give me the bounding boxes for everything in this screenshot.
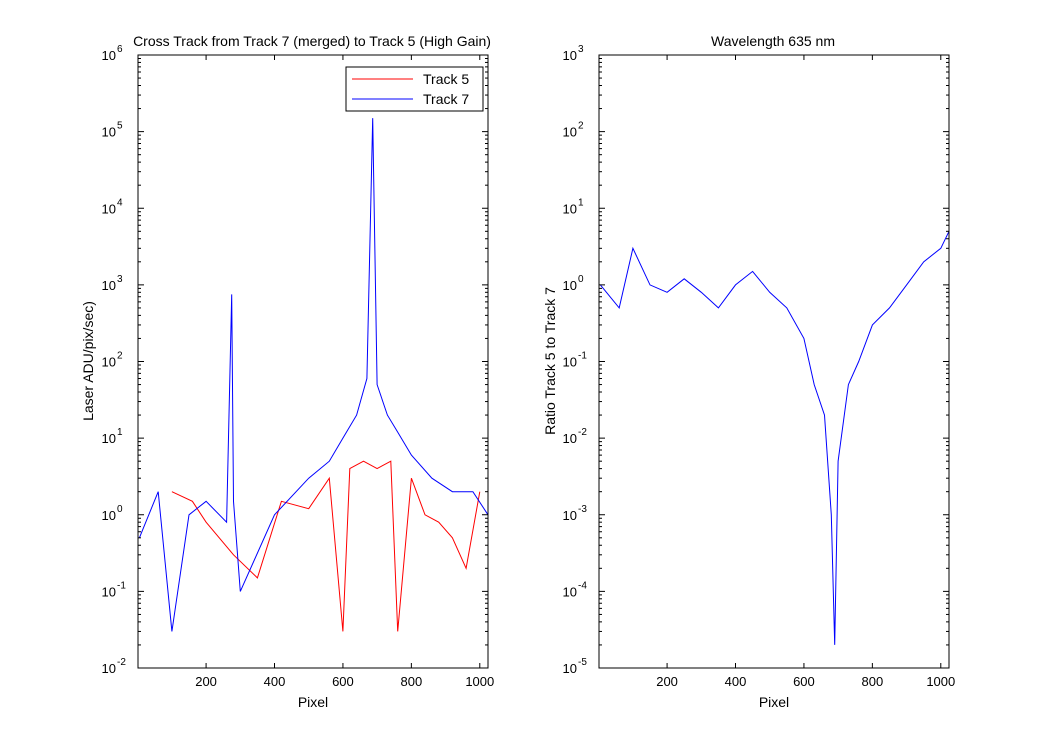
x-tick-label: 1000 bbox=[465, 674, 494, 689]
left-series-track-7 bbox=[138, 118, 489, 632]
y-tick-exponent: -1 bbox=[578, 351, 587, 362]
x-tick-label: 200 bbox=[656, 674, 678, 689]
x-tick-label: 400 bbox=[725, 674, 747, 689]
y-tick-exponent: 2 bbox=[578, 121, 584, 132]
y-tick-exponent: -3 bbox=[578, 504, 587, 515]
y-tick-exponent: 1 bbox=[117, 427, 123, 438]
y-tick-exponent: 5 bbox=[117, 121, 123, 132]
y-tick-label: 10 bbox=[563, 508, 577, 523]
x-tick-label: 200 bbox=[195, 674, 217, 689]
legend-track7-label: Track 7 bbox=[423, 91, 469, 107]
y-tick-exponent: 6 bbox=[117, 44, 123, 55]
y-tick-label: 10 bbox=[563, 201, 577, 216]
right-x-axis-label: Pixel bbox=[759, 694, 789, 710]
right-y-axis-label: Ratio Track 5 to Track 7 bbox=[542, 287, 558, 435]
y-tick-exponent: -5 bbox=[578, 657, 587, 668]
y-tick-label: 10 bbox=[563, 278, 577, 293]
y-tick-exponent: -2 bbox=[578, 427, 587, 438]
right-series-lines bbox=[600, 231, 950, 645]
y-tick-exponent: -4 bbox=[578, 580, 587, 591]
y-tick-exponent: 0 bbox=[578, 274, 584, 285]
y-tick-label: 10 bbox=[563, 661, 577, 676]
y-tick-label: 10 bbox=[102, 431, 116, 446]
legend: Track 5 Track 7 bbox=[345, 66, 484, 112]
y-tick-label: 10 bbox=[563, 125, 577, 140]
y-tick-exponent: 1 bbox=[578, 197, 584, 208]
left-series-lines bbox=[138, 118, 489, 632]
y-tick-exponent: -1 bbox=[117, 580, 126, 591]
y-tick-label: 10 bbox=[563, 355, 577, 370]
y-tick-label: 10 bbox=[102, 508, 116, 523]
y-tick-exponent: -2 bbox=[117, 657, 126, 668]
y-tick-label: 10 bbox=[102, 584, 116, 599]
y-tick-label: 10 bbox=[102, 661, 116, 676]
x-tick-label: 800 bbox=[862, 674, 884, 689]
y-tick-exponent: 2 bbox=[117, 351, 123, 362]
y-tick-label: 10 bbox=[563, 584, 577, 599]
y-tick-exponent: 0 bbox=[117, 504, 123, 515]
x-tick-label: 600 bbox=[793, 674, 815, 689]
x-tick-label: 1000 bbox=[926, 674, 955, 689]
y-tick-exponent: 3 bbox=[117, 274, 123, 285]
y-tick-exponent: 3 bbox=[578, 44, 584, 55]
legend-box bbox=[345, 66, 484, 112]
y-tick-label: 10 bbox=[102, 48, 116, 63]
x-tick-label: 800 bbox=[401, 674, 423, 689]
left-x-axis-label: Pixel bbox=[298, 694, 328, 710]
y-tick-label: 10 bbox=[102, 125, 116, 140]
left-chart: Cross Track from Track 7 (merged) to Tra… bbox=[80, 33, 494, 710]
left-chart-title: Cross Track from Track 7 (merged) to Tra… bbox=[133, 33, 491, 49]
right-chart-title: Wavelength 635 nm bbox=[711, 33, 835, 49]
y-tick-label: 10 bbox=[102, 278, 116, 293]
left-y-axis-label: Laser ADU/pix/sec) bbox=[80, 301, 96, 421]
y-tick-label: 10 bbox=[563, 431, 577, 446]
legend-track5-label: Track 5 bbox=[423, 71, 469, 87]
x-tick-label: 600 bbox=[332, 674, 354, 689]
y-tick-exponent: 4 bbox=[117, 197, 123, 208]
y-tick-label: 10 bbox=[563, 48, 577, 63]
y-tick-label: 10 bbox=[102, 201, 116, 216]
right-series-ratio bbox=[600, 231, 950, 645]
x-tick-label: 400 bbox=[264, 674, 286, 689]
y-tick-label: 10 bbox=[102, 355, 116, 370]
